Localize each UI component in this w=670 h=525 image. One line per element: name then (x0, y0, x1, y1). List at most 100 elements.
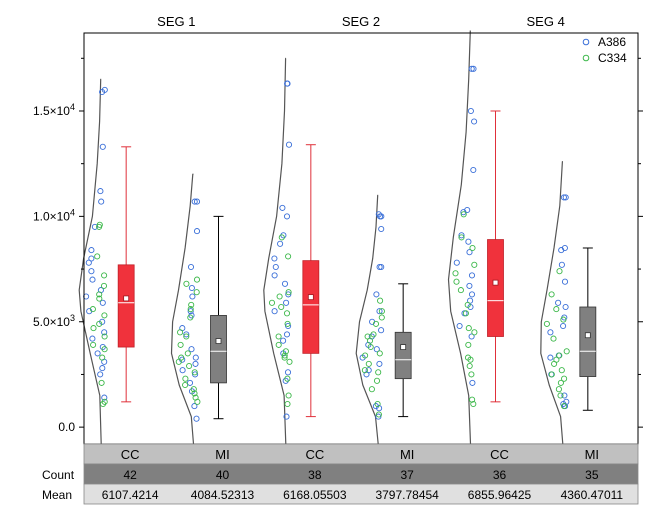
point-c334 (191, 390, 198, 397)
point-c334 (184, 350, 191, 357)
point-a386 (191, 198, 198, 205)
box-iqr (302, 260, 320, 354)
point-c334 (193, 289, 200, 296)
point-c334 (284, 400, 291, 408)
segment-label: SEG 4 (527, 14, 565, 29)
point-a386 (272, 263, 279, 271)
point-a386 (376, 308, 383, 315)
legend-label: C334 (598, 51, 627, 65)
point-c334 (187, 314, 194, 321)
whiskers (121, 110, 593, 420)
point-c334 (101, 272, 108, 279)
point-c334 (377, 297, 384, 304)
point-c334 (460, 211, 467, 218)
point-a386 (560, 322, 567, 330)
segment-labels: SEG 1 SEG 2 SEG 4 (157, 14, 565, 29)
point-c334 (284, 320, 291, 327)
point-c334 (469, 396, 476, 403)
point-c334 (561, 375, 568, 382)
y-tick-label: 1.0×104 (33, 207, 75, 223)
point-a386 (284, 369, 292, 376)
table-row-bg (83, 483, 639, 505)
point-a386 (555, 299, 562, 306)
box-iqr (487, 239, 504, 337)
point-c334 (556, 352, 563, 359)
point-a386 (560, 194, 567, 201)
point-c334 (365, 360, 372, 367)
category-label: MI (400, 447, 414, 462)
box-mean-marker (400, 344, 407, 350)
point-a386 (283, 413, 290, 420)
point-a386 (186, 379, 194, 386)
point-a386 (271, 255, 278, 262)
box-iqr (394, 331, 412, 380)
point-a386 (89, 276, 96, 283)
count-value: 36 (493, 468, 507, 482)
point-c334 (90, 341, 97, 348)
point-a386 (468, 65, 475, 72)
point-c334 (467, 356, 474, 363)
point-a386 (470, 166, 477, 174)
mean-value: 6855.96425 (468, 488, 532, 502)
point-c334 (464, 301, 471, 308)
point-c334 (187, 306, 194, 313)
point-c334 (99, 400, 107, 408)
point-a386 (363, 371, 370, 378)
point-c334 (285, 392, 292, 399)
point-c334 (276, 293, 283, 300)
point-a386 (468, 272, 476, 279)
segment-label: SEG 2 (342, 14, 380, 29)
point-c334 (466, 362, 473, 370)
point-c334 (175, 358, 182, 365)
point-c334 (543, 320, 550, 327)
point-c334 (548, 371, 555, 378)
legend: A386 C334 (582, 35, 627, 65)
point-c334 (452, 270, 459, 277)
point-c334 (177, 341, 184, 348)
point-a386 (373, 346, 380, 353)
point-a386 (468, 333, 475, 340)
point-a386 (189, 293, 196, 300)
point-c334 (101, 346, 108, 353)
point-c334 (284, 375, 291, 382)
point-c334 (557, 392, 564, 399)
box-iqr (117, 264, 135, 348)
legend-marker (582, 38, 590, 46)
point-a386 (466, 249, 473, 256)
point-a386 (187, 308, 194, 315)
point-a386 (193, 198, 201, 205)
point-c334 (101, 312, 108, 319)
point-a386 (88, 268, 95, 275)
mean-value: 6107.4214 (102, 488, 159, 502)
count-value: 40 (216, 468, 230, 482)
point-c334 (550, 335, 557, 342)
point-c334 (96, 320, 103, 327)
point-a386 (271, 308, 278, 315)
point-c334 (278, 303, 285, 311)
point-a386 (183, 331, 190, 338)
point-c334 (471, 261, 478, 268)
point-c334 (374, 400, 381, 408)
point-a386 (469, 379, 476, 386)
box-mean-marker (215, 338, 222, 344)
point-a386 (188, 284, 195, 292)
point-c334 (548, 291, 555, 298)
point-c334 (101, 333, 108, 340)
point-a386 (283, 331, 291, 338)
table-row-bg (83, 443, 639, 465)
point-a386 (280, 337, 287, 344)
point-a386 (188, 346, 195, 353)
box-iqr (579, 306, 597, 377)
count-value: 37 (400, 468, 414, 482)
point-a386 (193, 415, 200, 422)
distribution-curve (355, 194, 379, 445)
point-c334 (193, 276, 201, 283)
y-tick-label: 0.0 (58, 420, 75, 434)
point-c334 (191, 369, 198, 376)
point-a386 (97, 188, 104, 195)
point-a386 (192, 354, 199, 361)
point-c334 (194, 398, 201, 405)
point-a386 (98, 198, 105, 205)
point-a386 (458, 232, 465, 239)
point-c334 (465, 341, 472, 348)
